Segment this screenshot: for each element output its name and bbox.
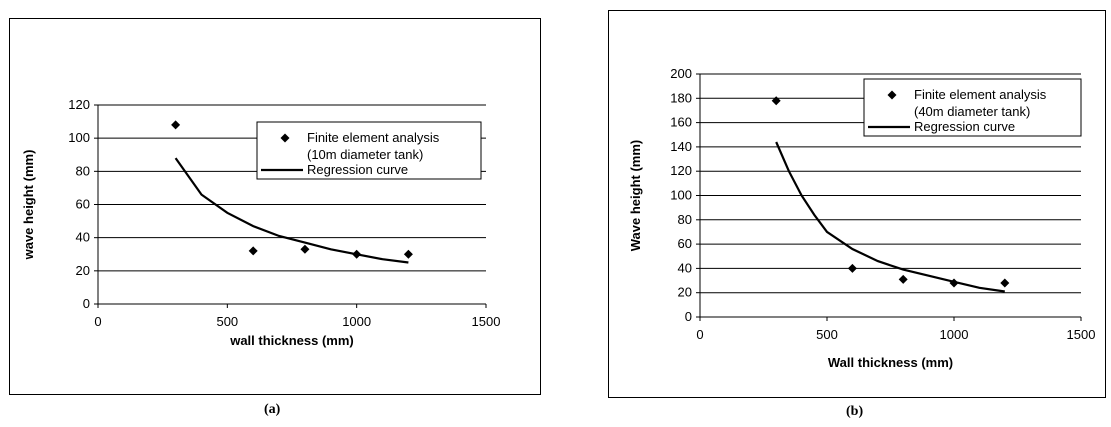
legend-marker-fea xyxy=(280,133,290,143)
y-tick-label: 20 xyxy=(678,285,692,300)
legend-label-fea-line2: (40m diameter tank) xyxy=(914,104,1030,119)
x-tick-label: 500 xyxy=(816,327,838,342)
x-tick-label: 500 xyxy=(216,314,238,329)
x-axis-label: Wall thickness (mm) xyxy=(828,355,953,370)
data-point xyxy=(847,263,857,273)
y-axis-label: Wave height (mm) xyxy=(628,140,643,251)
legend-label-fea-line2: (10m diameter tank) xyxy=(307,147,423,162)
legend-label-fea: Finite element analysis xyxy=(307,130,440,145)
data-point xyxy=(352,249,362,259)
caption-a: (a) xyxy=(264,402,281,417)
regression-curve xyxy=(174,157,409,264)
y-tick-label: 60 xyxy=(76,197,90,212)
data-point xyxy=(300,244,310,254)
y-tick-label: 100 xyxy=(670,188,692,203)
chart-a: 0 20 40 60 80 100 120 0 500 1000 1500 wall thicknes… xyxy=(21,97,501,348)
caption-b: (b) xyxy=(846,404,864,419)
x-tick-label: 1500 xyxy=(1067,327,1096,342)
y-tick-label: 180 xyxy=(670,90,692,105)
data-point xyxy=(171,120,181,130)
y-tick-label: 40 xyxy=(76,230,90,245)
data-point xyxy=(771,96,781,106)
x-tick-label: 1500 xyxy=(472,314,501,329)
y-axis-label: wave height (mm) xyxy=(21,150,36,261)
y-tick-label: 120 xyxy=(670,163,692,178)
y-tick-label: 80 xyxy=(76,163,90,178)
data-point xyxy=(949,278,959,288)
chart-b: 0 20 40 60 80 100 120 140 160 180 200 0 500 1000 1500 W… xyxy=(628,66,1096,370)
y-tick-label: 120 xyxy=(68,97,90,112)
regression-curve xyxy=(775,141,1005,293)
y-tick-label: 80 xyxy=(678,212,692,227)
y-tick-label: 160 xyxy=(670,115,692,130)
legend-label-regression: Regression curve xyxy=(914,119,1015,134)
legend-label-fea: Finite element analysis xyxy=(914,87,1047,102)
y-tick-label: 40 xyxy=(678,260,692,275)
data-point xyxy=(1000,278,1010,288)
y-tick-label: 140 xyxy=(670,139,692,154)
legend-label-regression: Regression curve xyxy=(307,162,408,177)
y-tick-label: 100 xyxy=(68,130,90,145)
x-tick-label: 1000 xyxy=(342,314,371,329)
y-tick-label: 0 xyxy=(685,309,692,324)
y-tick-label: 0 xyxy=(83,296,90,311)
data-point xyxy=(898,274,908,284)
x-tick-label: 0 xyxy=(696,327,703,342)
y-tick-label: 20 xyxy=(76,263,90,278)
x-tick-label: 1000 xyxy=(940,327,969,342)
chart-b-panel: 0 20 40 60 80 100 120 140 160 180 200 0 500 1000 1500 W… xyxy=(608,10,1106,398)
y-tick-label: 200 xyxy=(670,66,692,81)
data-point xyxy=(403,249,413,259)
data-point xyxy=(248,246,258,256)
y-tick-label: 60 xyxy=(678,236,692,251)
legend-marker-fea xyxy=(887,90,897,100)
x-tick-label: 0 xyxy=(94,314,101,329)
chart-a-panel: 0 20 40 60 80 100 120 0 500 1000 1500 wall thicknes… xyxy=(9,18,541,395)
x-axis-label: wall thickness (mm) xyxy=(229,333,354,348)
